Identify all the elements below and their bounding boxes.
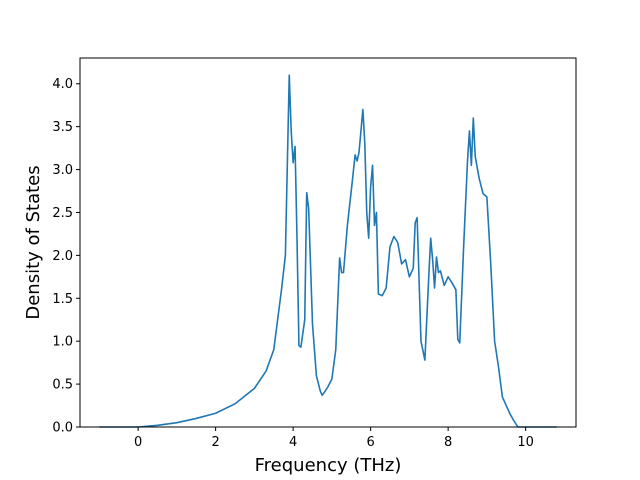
y-tick-label: 3.5 <box>52 120 73 135</box>
x-tick-label: 2 <box>211 435 219 450</box>
x-tick-label: 4 <box>289 435 297 450</box>
y-tick-label: 1.5 <box>52 292 73 307</box>
y-tick-label: 2.5 <box>52 206 73 221</box>
x-ticks: 0 2 4 6 8 10 <box>134 427 534 450</box>
x-tick-label: 10 <box>517 435 534 450</box>
y-tick-label: 3.0 <box>52 163 73 178</box>
x-tick-label: 0 <box>134 435 142 450</box>
x-tick-label: 8 <box>444 435 452 450</box>
y-tick-label: 1.0 <box>52 335 73 350</box>
dos-series-line <box>99 74 557 428</box>
y-tick-label: 2.0 <box>52 249 73 264</box>
plot-area <box>99 74 557 428</box>
y-axis-label: Density of States <box>23 165 44 319</box>
y-ticks: 0.0 0.5 1.0 1.5 2.0 2.5 3.0 3.5 4.0 <box>52 77 80 436</box>
axes-frame <box>79 57 577 428</box>
x-axis-label: Frequency (THz) <box>255 455 402 476</box>
y-tick-label: 4.0 <box>52 77 73 92</box>
x-tick-label: 6 <box>366 435 374 450</box>
y-tick-label: 0.0 <box>52 421 73 436</box>
y-tick-label: 0.5 <box>52 378 73 393</box>
